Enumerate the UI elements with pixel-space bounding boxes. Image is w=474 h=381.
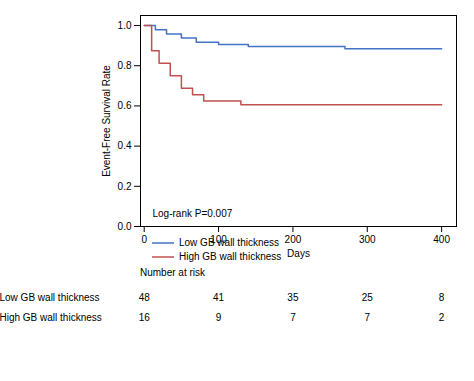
svg-text:7: 7 — [290, 312, 296, 323]
svg-text:1.0: 1.0 — [118, 20, 132, 31]
svg-text:2: 2 — [439, 312, 445, 323]
svg-text:25: 25 — [362, 292, 374, 303]
html-text:Low GB wall thickness: Low GB wall thickness — [179, 237, 279, 248]
svg-text:0.0: 0.0 — [118, 221, 132, 232]
svg-text:0.6: 0.6 — [118, 100, 132, 111]
html-text:High GB wall thickness: High GB wall thickness — [179, 251, 282, 262]
svg-text:48: 48 — [139, 292, 151, 303]
svg-text:Low GB wall thickness: Low GB wall thickness — [0, 292, 100, 303]
svg-text:High GB wall thickness: High GB wall thickness — [0, 312, 102, 323]
svg-text:Event-Free Survival Rate: Event-Free Survival Rate — [101, 65, 112, 177]
svg-text:Log-rank P=0.007: Log-rank P=0.007 — [153, 208, 233, 219]
svg-text:200: 200 — [285, 234, 302, 245]
svg-text:0.8: 0.8 — [118, 60, 132, 71]
svg-text:7: 7 — [364, 312, 370, 323]
svg-text:16: 16 — [139, 312, 151, 323]
svg-text:41: 41 — [213, 292, 225, 303]
svg-text:0.4: 0.4 — [118, 140, 132, 151]
svg-text:Days: Days — [287, 248, 310, 259]
svg-text:300: 300 — [359, 234, 376, 245]
html-text:Number at risk: Number at risk — [140, 267, 205, 278]
svg-text:9: 9 — [216, 312, 222, 323]
svg-text:35: 35 — [287, 292, 299, 303]
svg-text:400: 400 — [433, 234, 450, 245]
svg-text:0: 0 — [141, 234, 147, 245]
svg-text:8: 8 — [439, 292, 445, 303]
svg-text:0.2: 0.2 — [118, 181, 132, 192]
